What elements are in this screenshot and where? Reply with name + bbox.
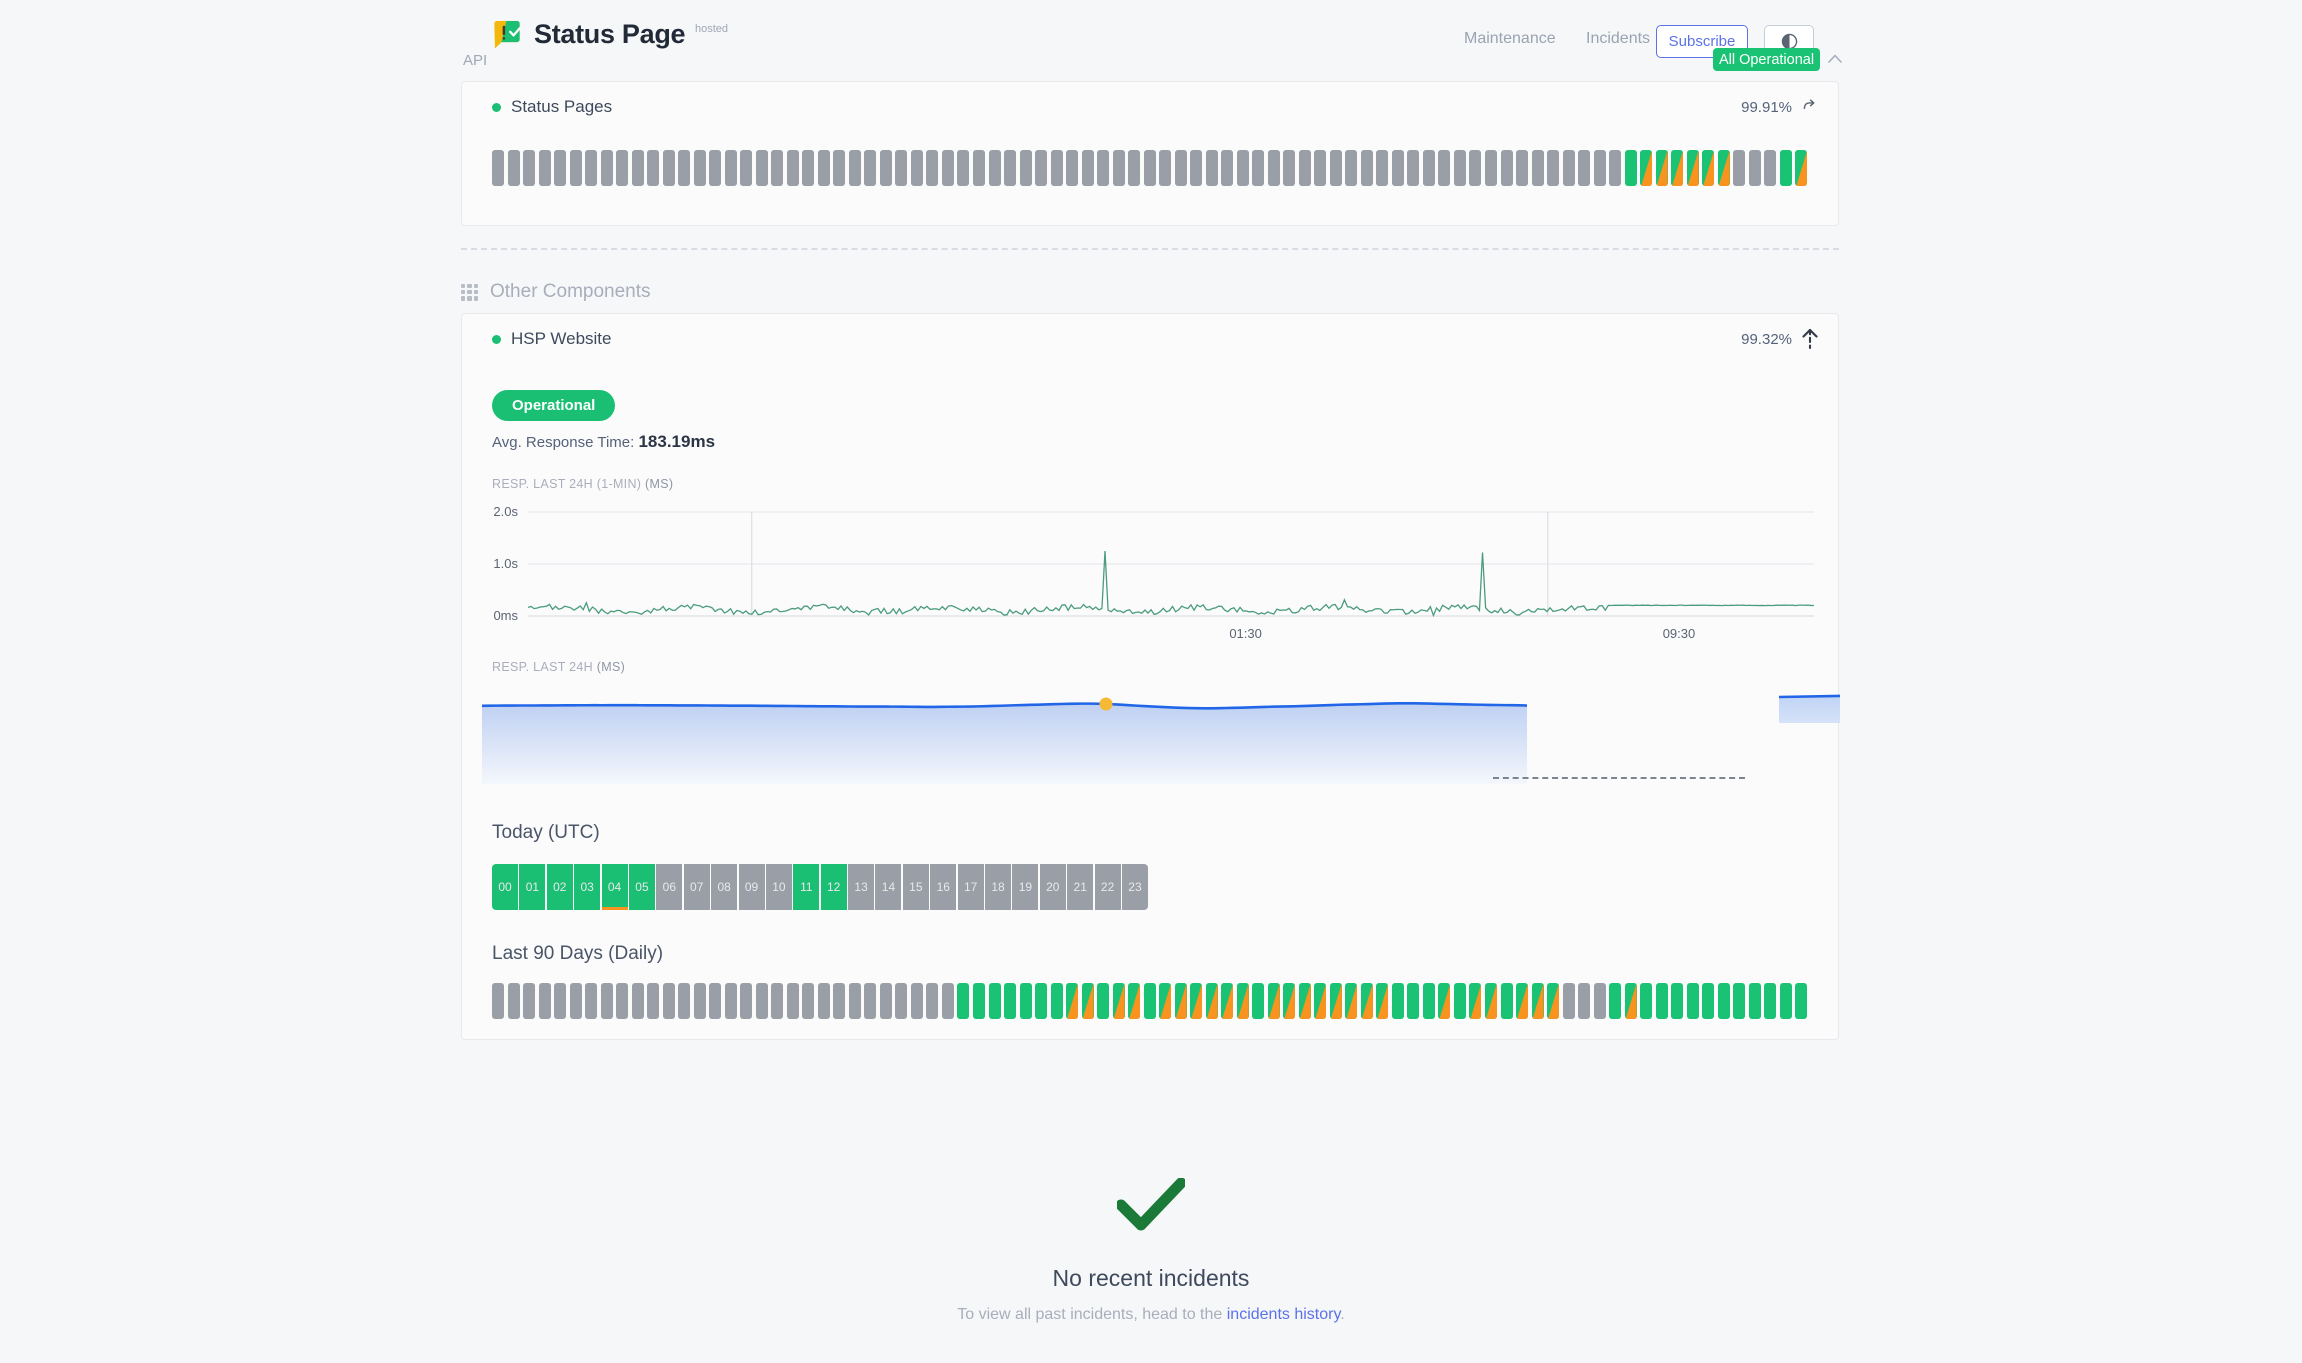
svg-text:01:30: 01:30 — [1229, 626, 1262, 641]
svg-text:0ms: 0ms — [493, 608, 518, 623]
svg-text:09:30: 09:30 — [1663, 626, 1696, 641]
svg-text:2.0s: 2.0s — [493, 506, 518, 519]
svg-text:1.0s: 1.0s — [493, 556, 518, 571]
